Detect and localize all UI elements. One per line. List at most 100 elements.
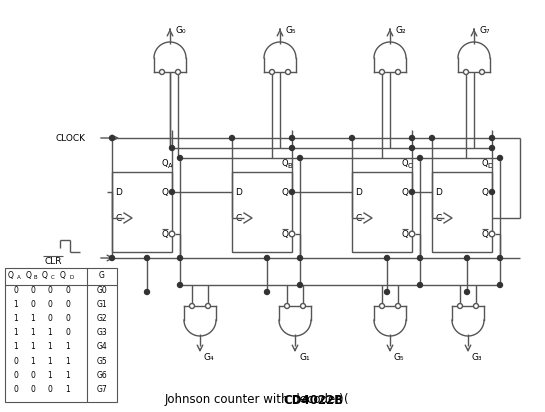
Text: G₀: G₀: [175, 26, 186, 35]
Text: 1: 1: [47, 328, 52, 337]
Text: 1: 1: [65, 357, 70, 365]
Text: 0: 0: [47, 314, 52, 323]
Circle shape: [498, 283, 502, 288]
Text: Johnson counter with decoder (: Johnson counter with decoder (: [165, 393, 350, 407]
Circle shape: [289, 145, 294, 150]
Text: 0: 0: [47, 286, 52, 295]
Text: 0: 0: [47, 300, 52, 309]
Circle shape: [463, 70, 469, 75]
Text: 0: 0: [14, 385, 19, 394]
Circle shape: [489, 231, 495, 237]
Text: 0: 0: [65, 328, 70, 337]
Polygon shape: [154, 42, 186, 58]
Circle shape: [417, 155, 422, 161]
Text: A: A: [17, 275, 21, 280]
Circle shape: [300, 304, 306, 309]
Circle shape: [385, 255, 390, 260]
Text: 0: 0: [65, 300, 70, 309]
Text: 0: 0: [47, 385, 52, 394]
Polygon shape: [279, 306, 311, 320]
Text: Q: Q: [161, 229, 168, 239]
Text: G5: G5: [96, 357, 107, 365]
Text: 0: 0: [65, 314, 70, 323]
Text: Q: Q: [481, 229, 488, 239]
Circle shape: [298, 283, 302, 288]
Polygon shape: [279, 320, 311, 336]
Circle shape: [464, 255, 469, 260]
Text: Q: Q: [402, 187, 409, 197]
Text: CLOCK: CLOCK: [55, 133, 85, 143]
Text: Q: Q: [481, 187, 488, 197]
Circle shape: [417, 283, 422, 288]
Text: 1: 1: [31, 342, 35, 351]
Text: 1: 1: [65, 342, 70, 351]
Circle shape: [264, 255, 269, 260]
Circle shape: [489, 145, 494, 150]
Text: 1: 1: [14, 342, 19, 351]
Text: Q: Q: [8, 271, 14, 280]
Text: D: D: [487, 163, 493, 169]
Text: G₄: G₄: [204, 353, 215, 361]
Text: G4: G4: [96, 342, 107, 351]
Text: ): ): [338, 393, 343, 407]
Circle shape: [289, 231, 295, 237]
Text: G1: G1: [96, 300, 107, 309]
Text: Q: Q: [162, 159, 168, 168]
Text: 0: 0: [31, 286, 35, 295]
Circle shape: [409, 231, 415, 237]
Circle shape: [409, 190, 415, 194]
Circle shape: [474, 304, 479, 309]
Text: 1: 1: [31, 357, 35, 365]
Polygon shape: [264, 58, 296, 72]
Bar: [432, 172, 492, 252]
Text: 1: 1: [14, 328, 19, 337]
Text: D: D: [69, 275, 73, 280]
Circle shape: [169, 231, 175, 237]
Polygon shape: [452, 306, 484, 320]
Circle shape: [110, 255, 114, 260]
Text: D: D: [435, 187, 443, 197]
Circle shape: [464, 290, 469, 295]
Text: G3: G3: [96, 328, 107, 337]
Circle shape: [379, 304, 385, 309]
Text: D: D: [355, 187, 362, 197]
Circle shape: [489, 190, 494, 194]
Text: G2: G2: [96, 314, 107, 323]
Text: 0: 0: [14, 286, 19, 295]
Text: G₅: G₅: [394, 353, 404, 361]
Circle shape: [286, 70, 290, 75]
Polygon shape: [458, 58, 490, 72]
Text: Q: Q: [25, 271, 31, 280]
Polygon shape: [374, 58, 406, 72]
Text: 1: 1: [65, 385, 70, 394]
Text: 0: 0: [14, 371, 19, 380]
Text: 1: 1: [47, 357, 52, 365]
Circle shape: [498, 155, 502, 161]
Circle shape: [269, 70, 275, 75]
Text: 1: 1: [14, 300, 19, 309]
Text: Q: Q: [402, 229, 409, 239]
Circle shape: [169, 145, 174, 150]
Circle shape: [379, 70, 385, 75]
Text: G: G: [99, 271, 105, 280]
Text: C: C: [356, 213, 362, 222]
Circle shape: [409, 136, 415, 140]
Text: B: B: [288, 163, 292, 169]
Circle shape: [284, 304, 289, 309]
Circle shape: [396, 304, 401, 309]
Text: Q: Q: [42, 271, 48, 280]
Circle shape: [169, 190, 174, 194]
Text: G7: G7: [96, 385, 107, 394]
Circle shape: [489, 136, 494, 140]
Text: 1: 1: [47, 342, 52, 351]
Text: 1: 1: [47, 371, 52, 380]
Circle shape: [480, 70, 485, 75]
Text: C: C: [51, 275, 54, 280]
Bar: [352, 172, 412, 252]
Circle shape: [205, 304, 210, 309]
Circle shape: [429, 136, 434, 140]
Circle shape: [160, 70, 165, 75]
Text: Q: Q: [60, 271, 66, 280]
Circle shape: [498, 255, 502, 260]
Circle shape: [178, 255, 183, 260]
